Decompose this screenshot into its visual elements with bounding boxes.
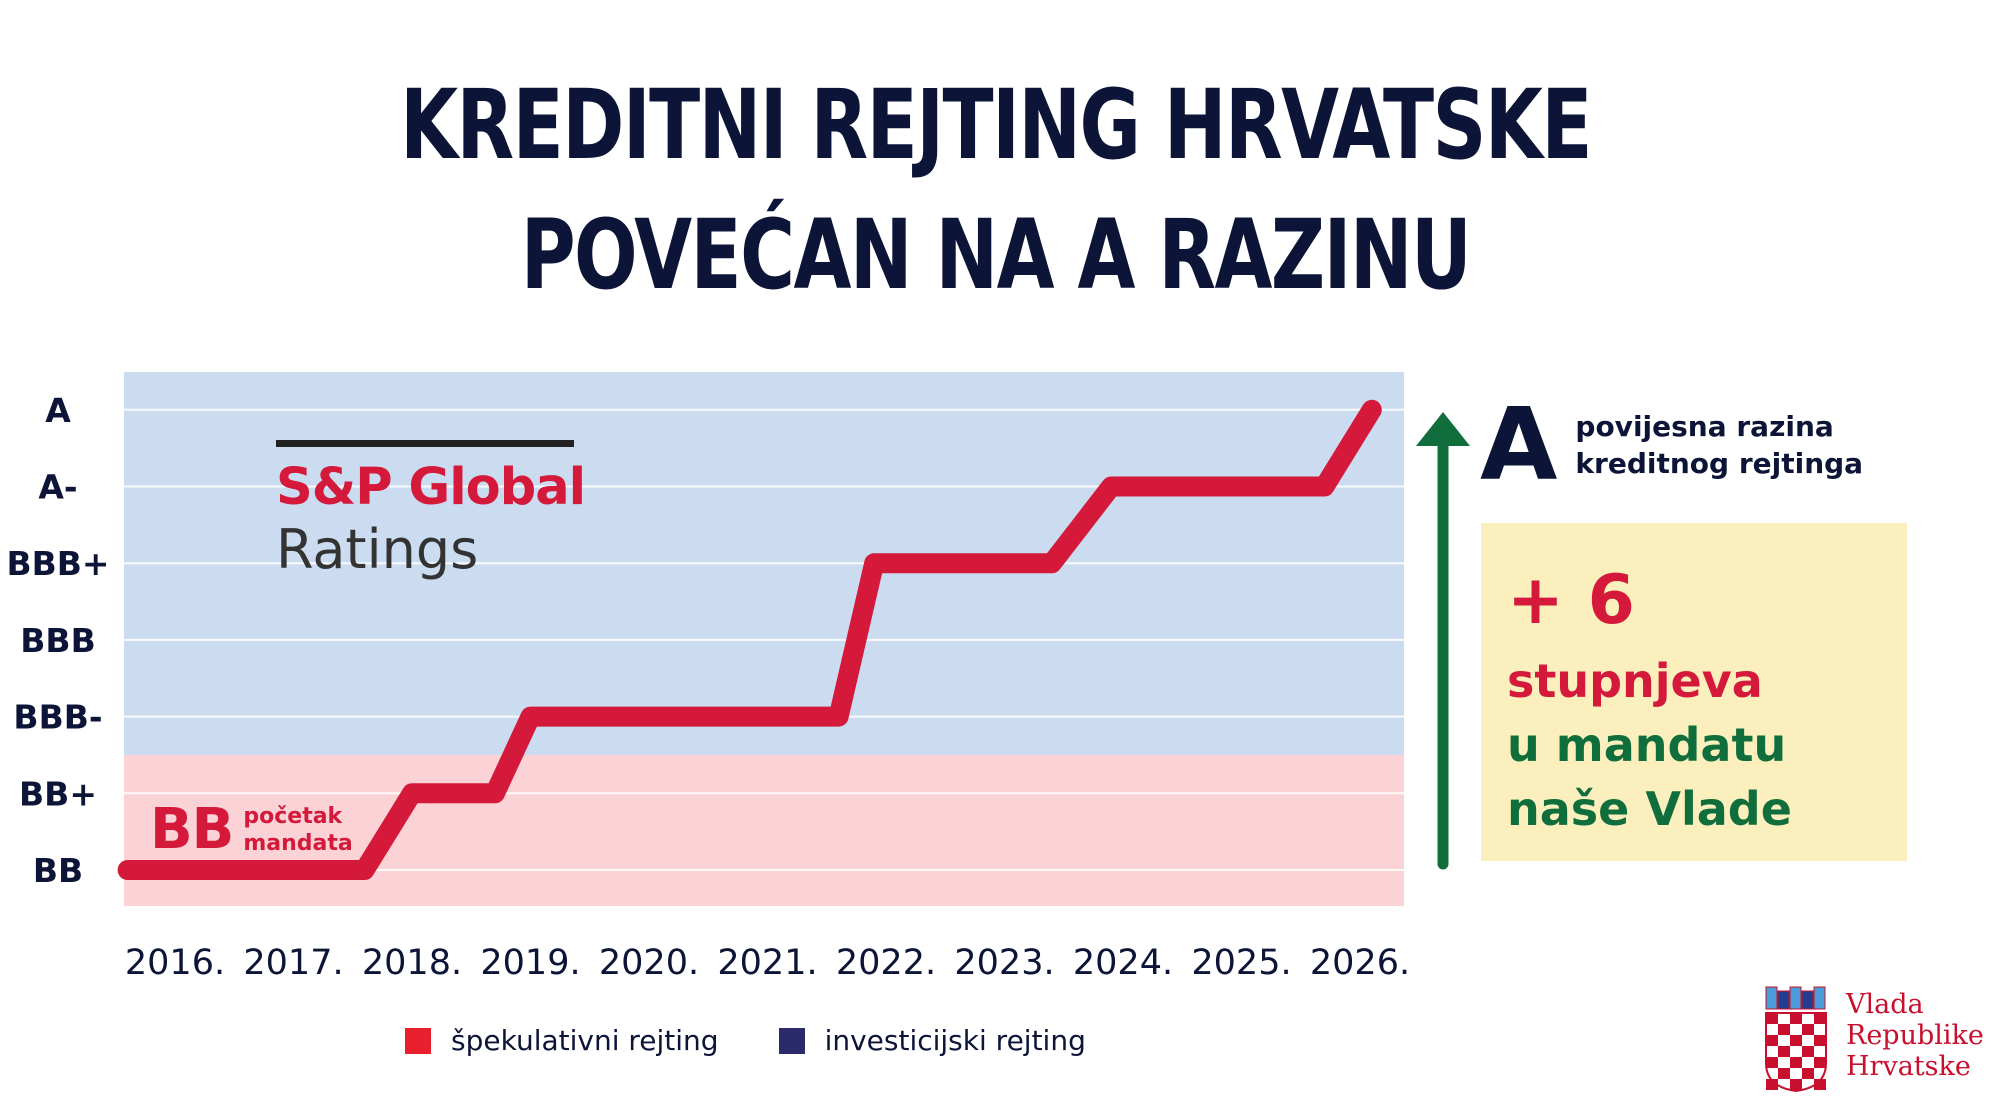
government-name-line-3: Hrvatske <box>1846 1051 1971 1082</box>
sp-logo-bar <box>276 440 574 447</box>
crest-check <box>1778 1024 1790 1035</box>
croatian-coat-of-arms-icon <box>1765 986 1827 1093</box>
rating-point <box>1370 408 1373 411</box>
government-name-line-1: Vlada <box>1846 989 1924 1020</box>
sp-logo-sub: Ratings <box>276 518 479 581</box>
grid-lines <box>124 408 1404 871</box>
crest-check <box>1778 1046 1790 1057</box>
x-tick-label: 2019. <box>480 943 580 983</box>
badge-delta: + 6 <box>1507 561 1635 640</box>
government-logo: Vlada Republike Hrvatske <box>1762 983 1984 1093</box>
crest-check <box>1778 1068 1790 1079</box>
y-tick-label: BB+ <box>19 774 97 813</box>
progress-arrow <box>1416 412 1470 870</box>
legend-swatch-speculative <box>405 1027 431 1054</box>
band-0 <box>124 754 1404 906</box>
crest-check <box>1766 1079 1778 1090</box>
legend-item-investment: investicijski rejting <box>778 1024 1086 1057</box>
crest-crown-block <box>1801 990 1814 1010</box>
crest-check <box>1766 1057 1778 1068</box>
crest-crown-block <box>1765 986 1778 1010</box>
crest-check <box>1802 1024 1814 1035</box>
legend-item-speculative: špekulativni rejting <box>405 1024 719 1057</box>
crest-check <box>1814 1035 1826 1046</box>
rating-point <box>873 562 876 565</box>
crest-check <box>1766 1035 1778 1046</box>
page-title: KREDITNI REJTING HRVATSKE POVEĆAN NA A R… <box>219 60 1772 320</box>
rating-point <box>837 715 840 718</box>
rating-point <box>1050 562 1053 565</box>
rating-point <box>1110 485 1113 488</box>
y-tick-label: BBB+ <box>6 544 109 583</box>
x-tick-label: 2021. <box>717 943 817 983</box>
badge-line-1: u mandatu <box>1507 718 1787 772</box>
y-tick-label: A- <box>38 468 77 507</box>
historic-rating-letter: A <box>1480 386 1558 503</box>
x-tick-label: 2018. <box>362 943 462 983</box>
x-axis-labels: 2016. 2017. 2018. 2019. 2020. 2021. 2022. 2023.… <box>125 943 1410 983</box>
crest-check <box>1790 1079 1802 1090</box>
badge-line-2: naše Vlade <box>1507 782 1792 836</box>
x-tick-label: 2016. <box>125 943 225 983</box>
historic-caption-line-2: kreditnog rejtinga <box>1575 447 1864 480</box>
crest-check <box>1814 1013 1826 1024</box>
x-tick-label: 2017. <box>243 943 343 983</box>
legend: špekulativni rejting investicijski rejti… <box>405 1024 1146 1057</box>
rating-series <box>117 399 1382 880</box>
start-caption-line-1: početak <box>243 803 343 829</box>
crest-crown-block <box>1813 986 1826 1010</box>
title-line-1: KREDITNI REJTING HRVATSKE <box>400 69 1592 181</box>
sp-logo-name: S&P Global <box>276 458 586 517</box>
x-tick-label: 2024. <box>1073 943 1173 983</box>
historic-level-note: A povijesna razina kreditnog rejtinga <box>1480 395 1863 495</box>
crest-check <box>1802 1068 1814 1079</box>
legend-label-investment: investicijski rejting <box>824 1024 1086 1057</box>
crest-check <box>1814 1057 1826 1068</box>
historic-caption-line-1: povijesna razina <box>1575 410 1834 443</box>
upgrade-badge: + 6 stupnjeva u mandatu naše Vlade <box>1481 523 1907 861</box>
rating-point <box>411 792 413 795</box>
y-tick-label: BBB <box>20 621 95 660</box>
badge-unit: stupnjeva <box>1507 654 1763 708</box>
progress-arrow-head <box>1416 412 1470 446</box>
x-tick-label: 2020. <box>599 943 699 983</box>
start-rating: BB <box>150 797 234 862</box>
y-axis-labels: A A- BBB+ BBB BBB- BB+ BB <box>6 391 109 890</box>
legend-label-speculative: špekulativni rejting <box>451 1024 719 1057</box>
crest-check <box>1766 1013 1778 1024</box>
crest-check <box>1790 1057 1802 1068</box>
start-caption: početak mandata <box>243 803 352 857</box>
historic-caption: povijesna razina kreditnog rejtinga <box>1575 408 1863 482</box>
title-line-2: POVEĆAN NA A RAZINU <box>520 199 1472 311</box>
x-tick-label: 2026. <box>1310 943 1410 983</box>
crest-check <box>1802 1046 1814 1057</box>
rating-point <box>363 869 366 871</box>
crest-crown-block <box>1777 990 1790 1010</box>
government-name-line-2: Republike <box>1846 1020 1984 1051</box>
rating-point <box>493 792 496 795</box>
crest-crown-block <box>1789 986 1802 1010</box>
y-tick-label: BB <box>33 851 83 890</box>
rating-point <box>126 869 129 871</box>
y-tick-label: A <box>45 391 71 430</box>
start-caption-line-2: mandata <box>243 830 353 856</box>
x-tick-label: 2025. <box>1191 943 1291 983</box>
legend-swatch-investment <box>778 1027 805 1054</box>
start-note: BB početak mandata <box>150 797 353 862</box>
x-tick-label: 2023. <box>954 943 1054 983</box>
sp-global-logo: S&P Global Ratings <box>276 440 586 581</box>
government-name: Vlada Republike Hrvatske <box>1846 989 1984 1093</box>
x-tick-label: 2022. <box>836 943 936 983</box>
y-tick-label: BBB- <box>13 698 102 737</box>
rating-point <box>529 715 532 718</box>
rating-point <box>1323 485 1326 488</box>
crest-check <box>1814 1079 1826 1090</box>
crest-check <box>1790 1035 1802 1046</box>
crest-check <box>1790 1013 1802 1024</box>
